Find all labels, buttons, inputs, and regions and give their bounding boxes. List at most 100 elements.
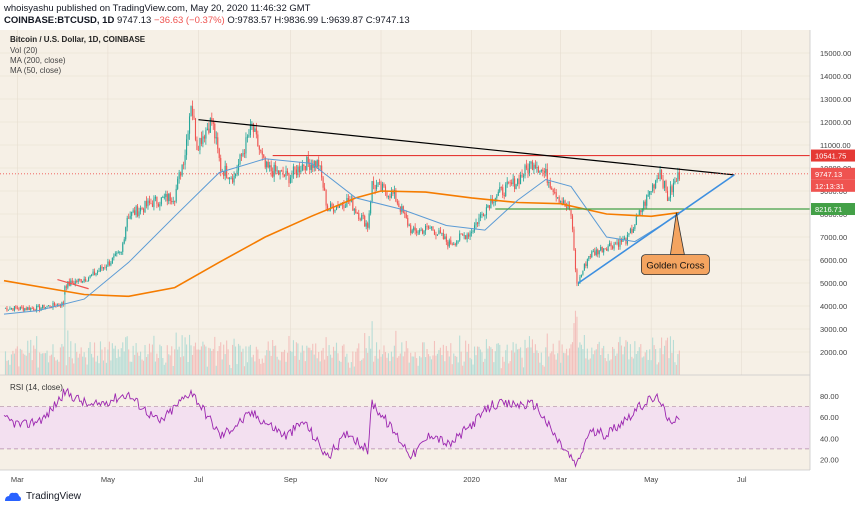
volume-bar: [327, 355, 329, 375]
volume-bar: [519, 347, 522, 375]
volume-bar: [50, 354, 53, 375]
candle-body: [119, 252, 121, 253]
volume-bar: [407, 348, 409, 375]
candle-body: [125, 227, 127, 240]
volume-bar: [223, 344, 225, 375]
candle-body: [359, 218, 361, 220]
candle-body: [42, 305, 44, 309]
time-tick-label: Mar: [554, 475, 567, 484]
volume-bar: [49, 355, 51, 375]
candle-body: [275, 165, 277, 172]
price-pane: Golden Cross: [0, 30, 810, 470]
volume-bar: [102, 360, 105, 375]
volume-bar: [444, 361, 446, 375]
volume-bar: [328, 345, 330, 375]
candle-body: [527, 168, 529, 173]
candle-body: [65, 286, 67, 288]
rsi-title[interactable]: RSI (14, close): [10, 383, 63, 392]
tradingview-logo[interactable]: TradingView: [4, 490, 81, 502]
close-value: C:9747.13: [365, 15, 410, 26]
candle-body: [169, 193, 171, 201]
volume-bar: [40, 353, 42, 375]
candle-body: [534, 164, 536, 169]
candle-body: [309, 163, 311, 170]
candle-body: [420, 229, 422, 231]
volume-bar: [15, 348, 17, 375]
candle-body: [677, 172, 679, 182]
candle-body: [405, 213, 407, 218]
candle-body: [15, 306, 17, 308]
volume-bar: [67, 330, 69, 375]
volume-bar: [646, 349, 648, 375]
volume-bar: [616, 353, 618, 375]
volume-bar: [12, 350, 14, 375]
volume-bar: [245, 346, 247, 375]
candle-body: [242, 153, 244, 156]
volume-bar: [471, 359, 473, 375]
volume-bar: [347, 362, 349, 375]
candle-body: [533, 164, 535, 170]
volume-bar: [677, 354, 679, 375]
candle-body: [21, 306, 23, 308]
volume-bar: [190, 345, 192, 375]
candle-body: [126, 217, 128, 228]
candle-body: [368, 213, 370, 228]
volume-bar: [380, 356, 382, 375]
volume-bar: [25, 355, 27, 375]
candle-body: [598, 250, 600, 255]
volume-bar: [546, 333, 548, 375]
candle-body: [261, 151, 263, 155]
candle-body: [528, 163, 531, 173]
candle-body: [411, 230, 413, 234]
indicator-volume[interactable]: Vol (20): [10, 46, 38, 55]
price-tick-label: 5000.00: [820, 279, 847, 288]
indicator-ma200[interactable]: MA (200, close): [10, 56, 66, 65]
candle-body: [281, 170, 283, 172]
rsi-pane: [0, 375, 810, 470]
volume-bar: [76, 351, 78, 375]
candle-body: [454, 243, 456, 245]
candle-body: [138, 211, 140, 217]
volume-bar: [206, 366, 208, 375]
volume-bar: [540, 352, 542, 375]
volume-bar: [573, 323, 575, 375]
volume-bar: [545, 347, 547, 375]
volume-bar: [472, 364, 474, 375]
time-tick-label: Mar: [11, 475, 24, 484]
candle-body: [122, 243, 124, 252]
volume-bar: [384, 351, 387, 375]
candle-body: [96, 271, 99, 274]
volume-bar: [387, 353, 390, 375]
volume-bar: [88, 347, 90, 375]
candle-body: [285, 170, 287, 177]
candle-body: [140, 208, 142, 212]
candle-body: [147, 200, 149, 207]
candle-body: [543, 171, 545, 173]
volume-bar: [93, 342, 96, 375]
candle-body: [416, 230, 418, 234]
volume-bar: [257, 349, 259, 375]
candle-body: [233, 175, 235, 183]
volume-bar: [240, 351, 243, 375]
candle-body: [631, 228, 633, 233]
candle-body: [586, 259, 588, 267]
candle-body: [199, 138, 201, 151]
volume-bar: [43, 353, 45, 375]
volume-bar: [150, 352, 152, 375]
volume-bar: [396, 357, 398, 375]
volume-bar: [96, 355, 99, 375]
volume-bar: [64, 294, 66, 375]
symbol-name: COINBASE:BTCUSD, 1D: [4, 15, 115, 26]
tradingview-logo-text: TradingView: [26, 490, 82, 502]
candle-body: [614, 243, 617, 245]
volume-bar: [583, 334, 585, 375]
time-tick-label: Nov: [374, 475, 388, 484]
high-value: H:9836.99: [274, 15, 319, 26]
volume-bar: [515, 343, 517, 375]
volume-bar: [261, 358, 263, 375]
candle-body: [557, 197, 559, 199]
candle-body: [202, 136, 204, 144]
indicator-ma50[interactable]: MA (50, close): [10, 66, 62, 75]
price-tick-label: 4000.00: [820, 302, 847, 311]
volume-bar: [129, 361, 131, 375]
